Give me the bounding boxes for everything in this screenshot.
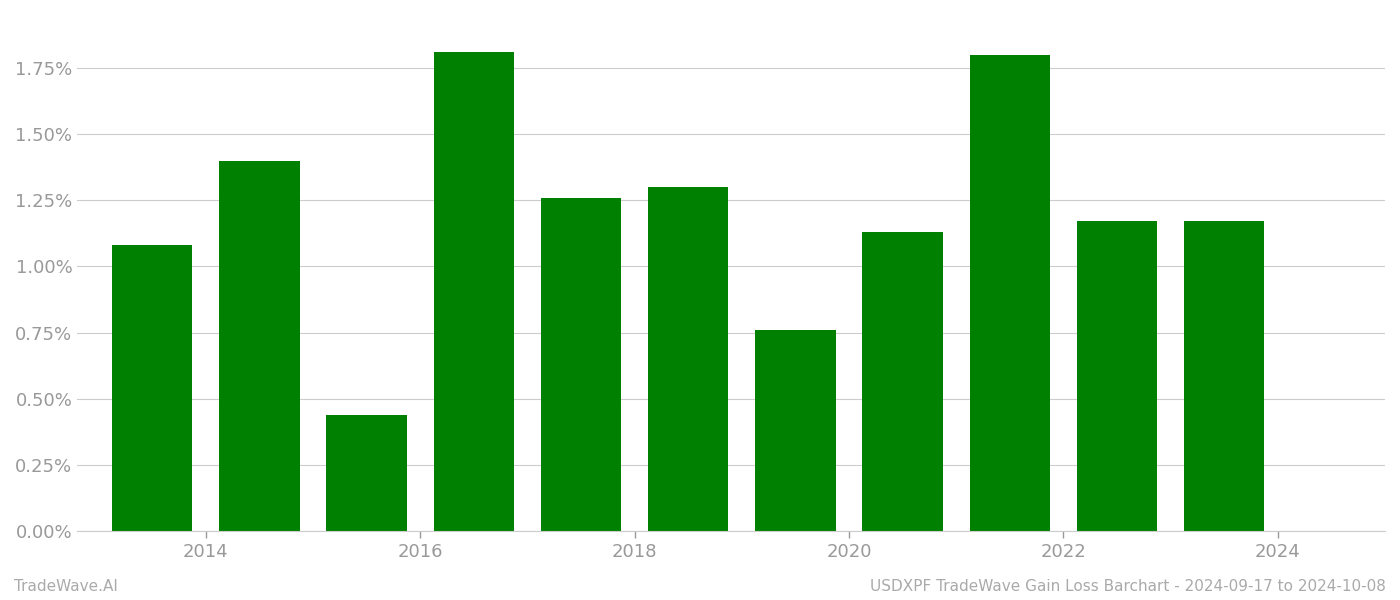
Bar — [540, 197, 622, 531]
Bar — [220, 161, 300, 531]
Bar — [112, 245, 192, 531]
Text: USDXPF TradeWave Gain Loss Barchart - 2024-09-17 to 2024-10-08: USDXPF TradeWave Gain Loss Barchart - 20… — [871, 579, 1386, 594]
Bar — [434, 52, 514, 531]
Bar — [648, 187, 728, 531]
Bar — [1077, 221, 1158, 531]
Bar — [862, 232, 942, 531]
Bar — [755, 330, 836, 531]
Bar — [970, 55, 1050, 531]
Text: TradeWave.AI: TradeWave.AI — [14, 579, 118, 594]
Bar — [326, 415, 407, 531]
Bar — [1184, 221, 1264, 531]
